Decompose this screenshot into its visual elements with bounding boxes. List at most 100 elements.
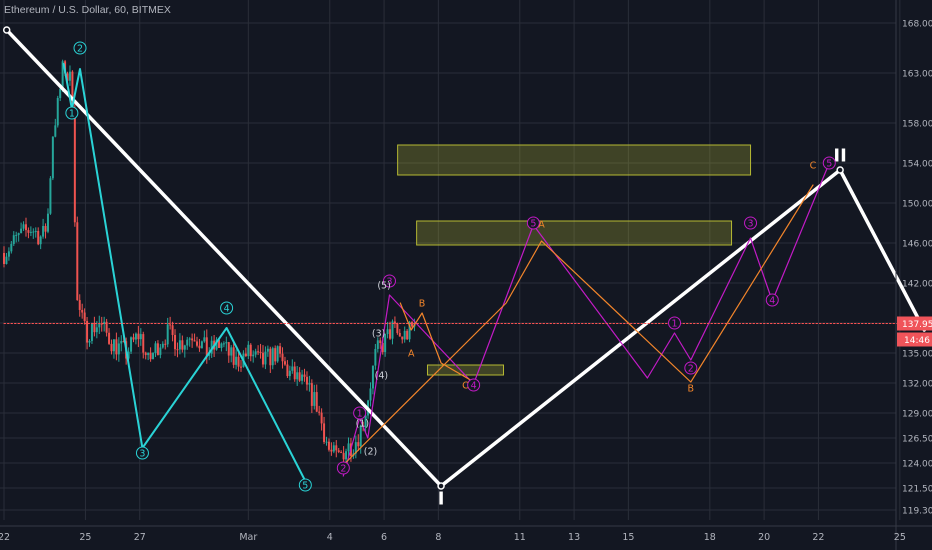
candle-body: [61, 61, 64, 89]
candle-body: [345, 451, 348, 460]
candle-body: [203, 337, 206, 342]
wave-label: 3: [386, 277, 392, 288]
price-tick-label: 119.30: [902, 507, 932, 517]
candle-body: [39, 236, 42, 245]
candle-body: [384, 334, 387, 353]
wave-line-3: [342, 184, 814, 466]
candle-body: [247, 344, 250, 357]
candle-body: [137, 333, 140, 340]
candle-body: [186, 339, 189, 346]
candle-body: [266, 348, 269, 352]
candle-body: [42, 226, 45, 237]
candle-body: [152, 353, 155, 360]
candle-body: [188, 338, 191, 340]
candle-body: [371, 365, 374, 389]
candle-body: [100, 323, 103, 325]
wave-label-circle: [382, 274, 396, 288]
candle-body: [71, 71, 74, 109]
candle-body: [46, 213, 49, 232]
time-tick-label: Mar: [239, 532, 257, 543]
wave-label: 5: [826, 159, 832, 170]
wave-label: 5: [530, 219, 536, 230]
candle-body: [235, 356, 238, 365]
candle-body: [17, 233, 20, 235]
candle-body: [403, 330, 406, 340]
candle-body: [291, 366, 294, 371]
candle-body: [261, 352, 264, 365]
wave-label: C: [462, 381, 469, 392]
candle-body: [325, 441, 328, 443]
candle-body: [196, 341, 199, 346]
wave-label: 2: [688, 364, 694, 375]
candle-body: [105, 321, 108, 333]
wave-label-circle: [220, 301, 234, 315]
candle-body: [374, 348, 377, 366]
price-axis[interactable]: 168.00 163.00 158.00 154.00 150.00 146.00 142.…: [895, 0, 932, 550]
candle-body: [51, 136, 54, 179]
time-tick-label: 20: [758, 532, 770, 543]
candle-body: [49, 178, 52, 214]
wave-pivot-marker: [836, 166, 844, 174]
price-tick-label: 168.00: [902, 20, 932, 30]
time-tick-label: 18: [704, 532, 716, 543]
target-zones[interactable]: [397, 144, 752, 376]
candle-body: [281, 353, 284, 362]
candle-body: [271, 348, 274, 366]
price-tick-label: 135.00: [902, 350, 932, 360]
candle-body: [359, 425, 362, 447]
wave-label: (3): [372, 329, 385, 340]
candle-body: [98, 323, 101, 328]
candle-body: [264, 351, 267, 365]
target-zone: [397, 144, 752, 176]
candle-body: [323, 423, 326, 443]
candle-body: [406, 330, 409, 340]
candle-body: [90, 322, 93, 341]
candle-body: [127, 351, 130, 359]
chart-title: Ethereum / U.S. Dollar, 60, BITMEX: [4, 4, 171, 16]
candle-body: [293, 366, 296, 380]
price-tick-label: 154.00: [902, 160, 932, 170]
candle-body: [193, 340, 196, 342]
price-tick-label: 132.00: [902, 380, 932, 390]
wave-label: 4: [224, 304, 230, 315]
wave-pivot-marker: [437, 482, 445, 490]
candle-body: [66, 73, 69, 81]
wave-lines[interactable]: [2, 26, 928, 490]
price-tick-label: 126.50: [902, 435, 932, 445]
wave-label: 2: [340, 464, 346, 475]
candle-body: [15, 234, 18, 236]
price-tick-label: 158.00: [902, 120, 932, 130]
candle-body: [205, 337, 208, 356]
candle-body: [301, 374, 304, 381]
time-tick-label: 15: [622, 532, 634, 543]
candle-body: [44, 226, 47, 232]
candle-body: [32, 231, 35, 233]
countdown-tag: [897, 332, 932, 347]
wave-label: 1: [672, 319, 678, 330]
candle-body: [396, 323, 399, 333]
candle-body: [142, 334, 145, 353]
wave-label-circle: [744, 216, 758, 230]
price-tick-label: 124.00: [902, 460, 932, 470]
candle-body: [73, 108, 76, 223]
candle-body: [88, 340, 91, 343]
candle-body: [376, 340, 379, 349]
candle-body: [237, 356, 240, 367]
candle-body: [408, 322, 411, 340]
candle-body: [122, 340, 125, 342]
wave-label-circle: [298, 478, 312, 492]
wave-label: 1: [69, 109, 75, 120]
wave-label: 3: [748, 219, 754, 230]
time-axis[interactable]: 22 25 27 Mar 4 6 8 11 13 15 18 20 22 25: [0, 525, 932, 543]
last-price-tag: [897, 316, 932, 331]
candle-body: [381, 343, 384, 353]
candle-body: [308, 383, 311, 385]
candle-body: [335, 445, 338, 451]
candle-body: [86, 321, 89, 343]
time-tick-label: 22: [812, 532, 824, 543]
candle-body: [257, 351, 260, 353]
candle-body: [340, 452, 343, 454]
wave-label: 4: [471, 381, 477, 392]
